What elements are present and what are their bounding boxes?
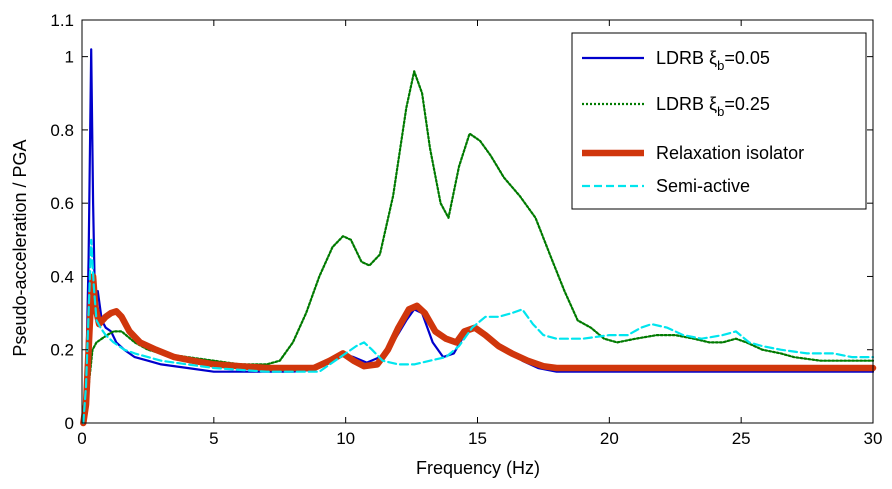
x-tick-label: 5 <box>209 429 218 448</box>
y-tick-label: 1.1 <box>50 11 74 30</box>
legend-label-main: LDRB ξ <box>656 94 717 114</box>
x-tick-label: 15 <box>468 429 487 448</box>
legend-box <box>571 32 867 210</box>
y-axis-label: Pseudo-acceleration / PGA <box>10 139 30 356</box>
legend-label-subscript: b <box>717 58 724 73</box>
legend-label-2: LDRB ξb=0.25 <box>656 94 770 119</box>
x-tick-label: 25 <box>732 429 751 448</box>
legend-label-value: =0.05 <box>724 48 770 68</box>
series-line-4 <box>82 238 875 425</box>
y-tick-label: 1 <box>65 48 74 67</box>
x-tick-label: 30 <box>864 429 883 448</box>
y-tick-label: 0.8 <box>50 121 74 140</box>
legend-label-1: LDRB ξb=0.05 <box>656 48 770 73</box>
legend-label-3: Relaxation isolator <box>656 143 804 163</box>
x-tick-label: 0 <box>77 429 86 448</box>
y-tick-label: 0.2 <box>50 341 74 360</box>
x-tick-label: 10 <box>336 429 355 448</box>
legend-label-subscript: b <box>717 104 724 119</box>
legend-label-4: Semi-active <box>656 176 750 196</box>
y-tick-label: 0.6 <box>50 194 74 213</box>
legend-label-main: LDRB ξ <box>656 48 717 68</box>
y-tick-label: 0.4 <box>50 267 74 286</box>
x-tick-label: 20 <box>600 429 619 448</box>
y-tick-label: 0 <box>65 414 74 433</box>
series-line-3 <box>80 273 877 427</box>
x-axis-label: Frequency (Hz) <box>416 458 540 478</box>
legend-label-value: =0.25 <box>724 94 770 114</box>
